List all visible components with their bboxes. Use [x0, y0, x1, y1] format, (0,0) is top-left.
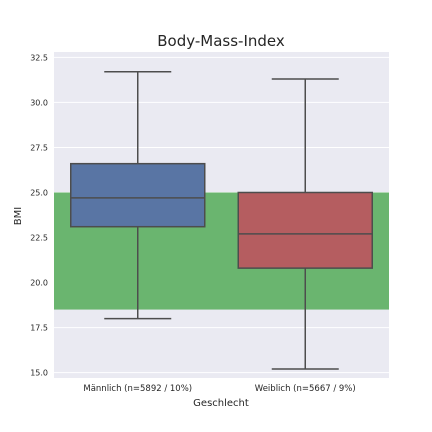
- box-group: [70, 71, 206, 320]
- x-tick-label: Weiblich (n=5667 / 9%): [255, 384, 356, 394]
- y-tick-label: 17.5: [30, 324, 48, 333]
- box: [70, 162, 206, 228]
- y-tick-label: 22.5: [30, 234, 48, 243]
- y-tick-label: 25.0: [30, 188, 48, 197]
- y-tick-label: 15.0: [30, 369, 48, 378]
- y-tick-label: 20.0: [30, 279, 48, 288]
- x-axis-label: Geschlecht: [193, 398, 249, 409]
- y-tick-label: 30.0: [30, 98, 48, 107]
- x-tick-label: Männlich (n=5892 / 10%): [83, 384, 192, 394]
- box-group: [237, 78, 373, 370]
- chart-title: Body-Mass-Index: [157, 32, 285, 50]
- x-axis-ticks: Männlich (n=5892 / 10%) Weiblich (n=5667 …: [83, 384, 355, 394]
- boxes: [70, 71, 373, 370]
- box: [237, 191, 373, 269]
- y-axis-label: BMI: [13, 207, 24, 225]
- y-axis-ticks: 15.0 17.5 20.0 22.5 25.0 27.5 30.0 32.5: [30, 53, 48, 377]
- y-tick-label: 32.5: [30, 53, 48, 62]
- y-tick-label: 27.5: [30, 143, 48, 152]
